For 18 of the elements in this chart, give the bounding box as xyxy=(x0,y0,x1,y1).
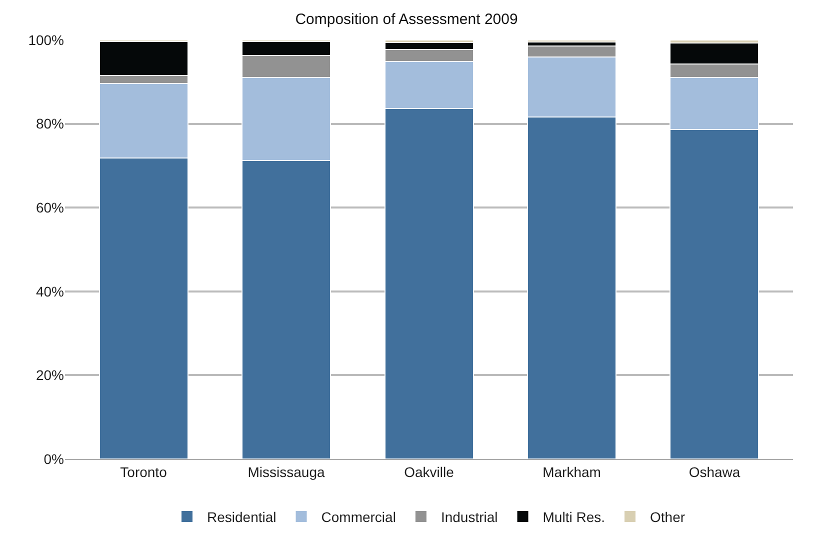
y-tick-label: 40% xyxy=(36,283,64,300)
y-tick-label: 20% xyxy=(36,367,64,384)
x-tick-label: Oakville xyxy=(404,464,454,480)
y-tick-label: 100% xyxy=(28,32,64,48)
x-tick-label: Toronto xyxy=(120,464,168,480)
legend-label: Multi Res. xyxy=(542,508,605,525)
y-tick-label: 0% xyxy=(44,450,64,467)
legend-label: Industrial xyxy=(440,508,498,525)
legend-label: Commercial xyxy=(321,508,396,525)
x-tick-label: Markham xyxy=(542,464,601,480)
bar xyxy=(526,40,616,43)
legend-label: Residential xyxy=(207,508,276,525)
y-tick-label: 80% xyxy=(36,116,64,132)
chart-title: Composition of Assessment 2009 xyxy=(295,11,518,28)
y-tick-label: 60% xyxy=(36,200,64,216)
legend-label: Other xyxy=(650,508,686,525)
x-tick-label: Mississauga xyxy=(248,464,325,480)
x-tick-label: Oshawa xyxy=(688,464,740,480)
